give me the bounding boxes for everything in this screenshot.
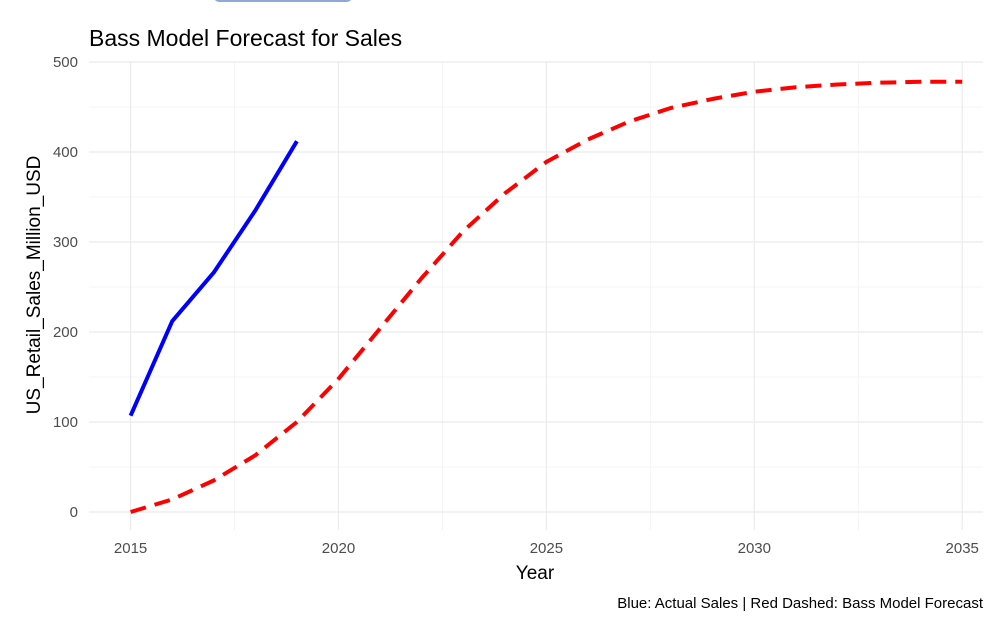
y-axis-title: US_Retail_Sales_Million_USD — [24, 156, 45, 415]
series-group — [128, 79, 963, 514]
y-tick-label: 100 — [53, 414, 78, 431]
y-tick-labels: 0 100 200 300 400 500 — [53, 54, 78, 521]
y-tick-label: 400 — [53, 144, 78, 161]
x-tick-labels: 2015 2020 2025 2030 2035 — [114, 540, 979, 557]
x-tick-label: 2035 — [946, 540, 979, 557]
window-tab — [214, 0, 352, 2]
actual-series-line — [128, 140, 299, 417]
grid — [89, 61, 983, 530]
y-tick-label: 300 — [53, 234, 78, 251]
chart-caption: Blue: Actual Sales | Red Dashed: Bass Mo… — [617, 595, 984, 612]
x-tick-label: 2015 — [114, 540, 147, 557]
chart-title: Bass Model Forecast for Sales — [89, 25, 402, 51]
x-tick-label: 2030 — [738, 540, 771, 557]
y-tick-label: 500 — [53, 54, 78, 71]
y-tick-label: 200 — [53, 324, 78, 341]
x-tick-label: 2025 — [530, 540, 563, 557]
forecast-series-line — [130, 79, 963, 514]
x-tick-label: 2020 — [322, 540, 355, 557]
x-axis-title: Year — [516, 563, 555, 584]
y-tick-label: 0 — [70, 504, 78, 521]
